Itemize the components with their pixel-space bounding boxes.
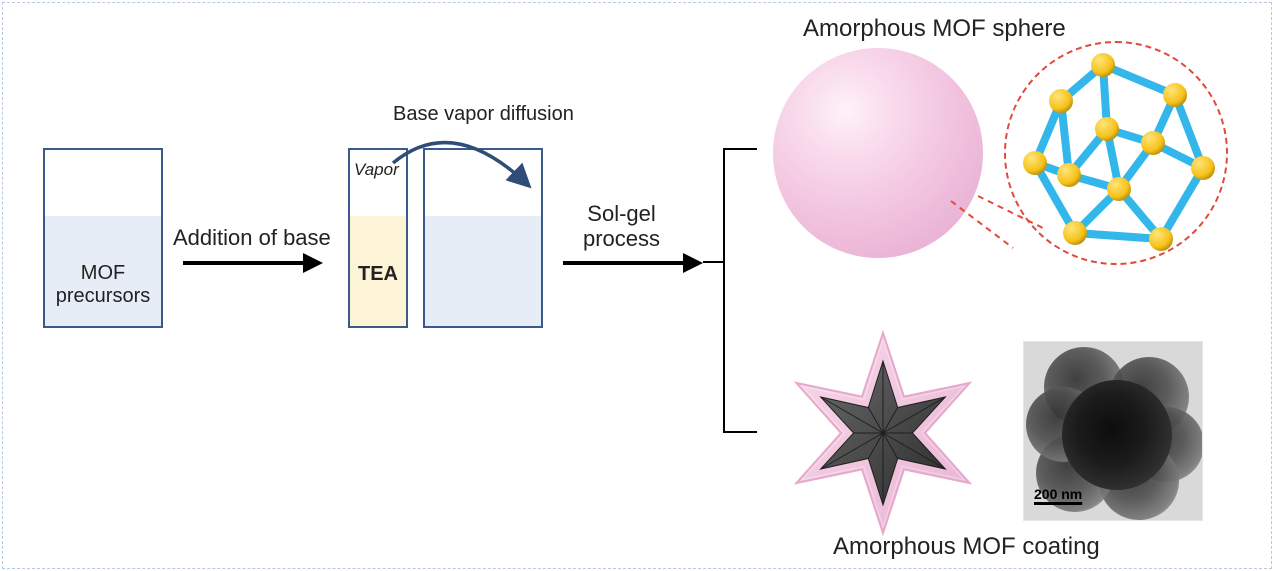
node (1091, 53, 1115, 77)
label-coating-title: Amorphous MOF coating (833, 533, 1100, 561)
node (1149, 227, 1173, 251)
node (1057, 163, 1081, 187)
node (1063, 221, 1087, 245)
node (1049, 89, 1073, 113)
diagram-frame: MOF precursors Addition of base Vapor TE… (2, 2, 1272, 569)
node (1163, 83, 1187, 107)
node (1095, 117, 1119, 141)
node (1191, 156, 1215, 180)
coated-star (763, 313, 1003, 553)
scale-bar-label: 200 nm (1034, 486, 1082, 502)
node (1141, 131, 1165, 155)
node (1023, 151, 1047, 175)
node (1107, 177, 1131, 201)
tem-micrograph: 200 nm (1023, 341, 1203, 521)
